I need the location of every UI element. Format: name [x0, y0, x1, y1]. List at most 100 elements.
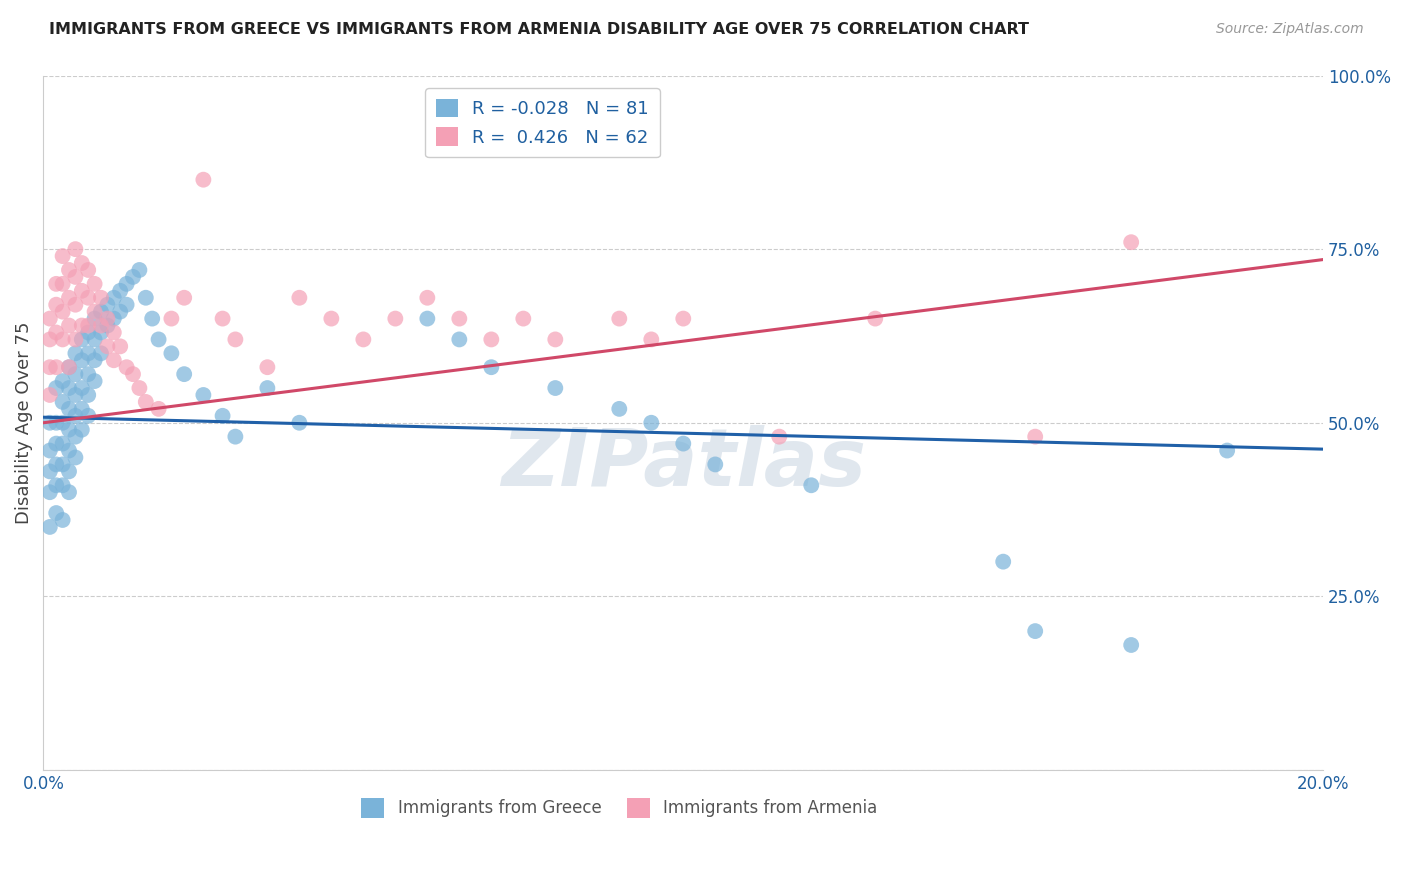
- Text: Source: ZipAtlas.com: Source: ZipAtlas.com: [1216, 22, 1364, 37]
- Point: [256, 381, 278, 395]
- Point: [38, 443, 60, 458]
- Point: [103, 291, 125, 305]
- Point: [38, 464, 60, 478]
- Point: [115, 277, 138, 291]
- Point: [108, 284, 131, 298]
- Point: [288, 291, 311, 305]
- Point: [148, 333, 170, 347]
- Point: [70, 353, 93, 368]
- Point: [211, 311, 233, 326]
- Point: [45, 381, 67, 395]
- Point: [70, 423, 93, 437]
- Point: [1024, 624, 1046, 639]
- Point: [83, 277, 105, 291]
- Point: [77, 367, 100, 381]
- Point: [640, 416, 662, 430]
- Point: [65, 242, 87, 256]
- Point: [77, 263, 100, 277]
- Point: [108, 339, 131, 353]
- Point: [416, 291, 439, 305]
- Point: [479, 360, 502, 375]
- Point: [58, 443, 80, 458]
- Point: [52, 304, 75, 318]
- Point: [52, 249, 75, 263]
- Point: [77, 409, 100, 423]
- Point: [45, 458, 67, 472]
- Point: [135, 291, 157, 305]
- Point: [1216, 443, 1239, 458]
- Point: [704, 458, 727, 472]
- Point: [77, 346, 100, 360]
- Point: [128, 381, 150, 395]
- Point: [58, 423, 80, 437]
- Point: [38, 388, 60, 402]
- Point: [65, 346, 87, 360]
- Text: IMMIGRANTS FROM GREECE VS IMMIGRANTS FROM ARMENIA DISABILITY AGE OVER 75 CORRELA: IMMIGRANTS FROM GREECE VS IMMIGRANTS FRO…: [49, 22, 1029, 37]
- Point: [148, 401, 170, 416]
- Point: [52, 513, 75, 527]
- Point: [103, 311, 125, 326]
- Point: [173, 367, 195, 381]
- Point: [90, 291, 112, 305]
- Point: [45, 436, 67, 450]
- Point: [45, 298, 67, 312]
- Point: [65, 409, 87, 423]
- Point: [38, 520, 60, 534]
- Point: [77, 291, 100, 305]
- Point: [70, 284, 93, 298]
- Point: [993, 555, 1015, 569]
- Point: [70, 256, 93, 270]
- Point: [193, 172, 215, 186]
- Point: [38, 333, 60, 347]
- Point: [52, 374, 75, 388]
- Point: [65, 333, 87, 347]
- Point: [96, 318, 118, 333]
- Point: [607, 401, 630, 416]
- Point: [45, 326, 67, 340]
- Point: [607, 311, 630, 326]
- Point: [288, 416, 311, 430]
- Point: [672, 311, 695, 326]
- Point: [83, 374, 105, 388]
- Point: [70, 401, 93, 416]
- Point: [83, 333, 105, 347]
- Point: [103, 326, 125, 340]
- Point: [70, 381, 93, 395]
- Point: [96, 339, 118, 353]
- Point: [65, 367, 87, 381]
- Point: [65, 388, 87, 402]
- Point: [160, 311, 183, 326]
- Point: [96, 298, 118, 312]
- Point: [52, 436, 75, 450]
- Point: [449, 333, 471, 347]
- Point: [90, 346, 112, 360]
- Point: [384, 311, 406, 326]
- Point: [38, 360, 60, 375]
- Y-axis label: Disability Age Over 75: Disability Age Over 75: [15, 321, 32, 524]
- Point: [115, 298, 138, 312]
- Point: [1121, 638, 1143, 652]
- Point: [96, 311, 118, 326]
- Point: [65, 269, 87, 284]
- Point: [58, 464, 80, 478]
- Point: [52, 458, 75, 472]
- Point: [768, 430, 790, 444]
- Point: [224, 333, 246, 347]
- Point: [45, 360, 67, 375]
- Point: [58, 291, 80, 305]
- Point: [65, 298, 87, 312]
- Point: [193, 388, 215, 402]
- Point: [77, 388, 100, 402]
- Point: [45, 506, 67, 520]
- Point: [173, 291, 195, 305]
- Point: [58, 485, 80, 500]
- Point: [45, 478, 67, 492]
- Point: [90, 326, 112, 340]
- Point: [58, 360, 80, 375]
- Point: [122, 269, 145, 284]
- Point: [122, 367, 145, 381]
- Point: [128, 263, 150, 277]
- Point: [58, 401, 80, 416]
- Point: [52, 395, 75, 409]
- Point: [52, 277, 75, 291]
